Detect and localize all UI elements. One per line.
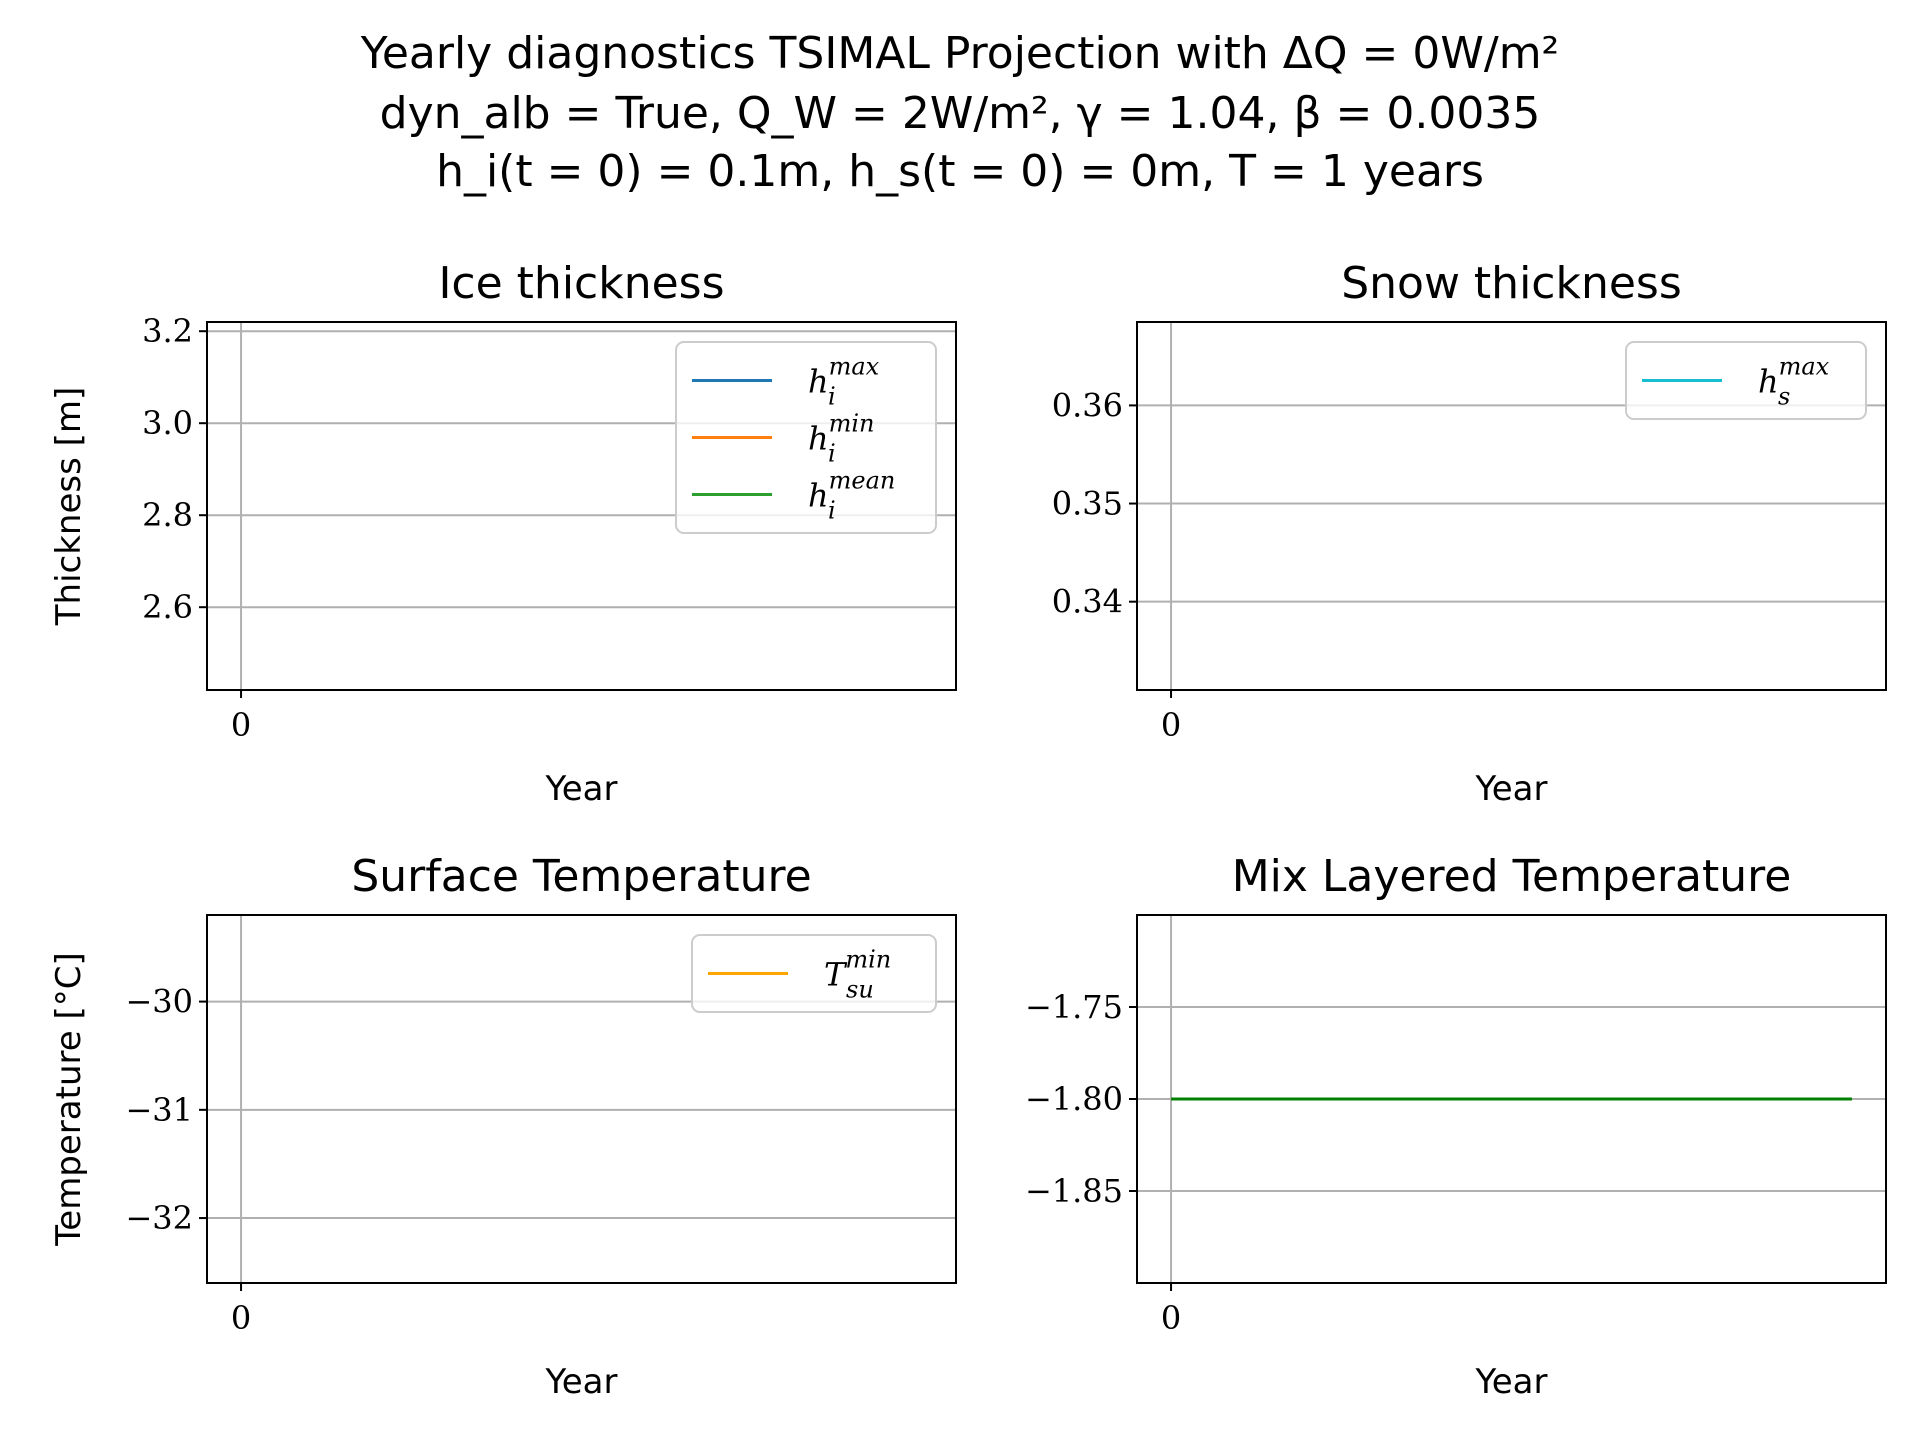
figure-title-line-1: Yearly diagnostics TSIMAL Projection wit…: [360, 28, 1559, 79]
legend-box: [691, 934, 937, 1013]
y-tick-label: −31: [125, 1091, 193, 1129]
y-tick-label: −1.75: [1025, 988, 1123, 1026]
y-tick-label: −32: [125, 1199, 193, 1237]
legend: hmax s: [1625, 341, 1867, 420]
snow-thickness-panel: 0.34 0.35 0.36 0 Snow thickness Year hmax s: [1052, 258, 1887, 809]
y-tick-label: −30: [125, 983, 193, 1021]
panel-title: Mix Layered Temperature: [1232, 851, 1792, 902]
legend-entry-min: Tmin su: [824, 946, 891, 1004]
y-tick-label: 0.35: [1052, 485, 1123, 523]
axes-frame: [206, 321, 957, 691]
legend-entry-min: hmin i: [808, 410, 875, 468]
panel-title: Ice thickness: [438, 258, 724, 309]
mix-layered-temperature-panel: −1.85 −1.80 −1.75 0 Mix Layered Temperature Y…: [1025, 851, 1887, 1402]
x-axis-label: Year: [1475, 769, 1548, 809]
panel-title: Snow thickness: [1341, 258, 1682, 309]
y-axis-label: Temperature [°C]: [49, 952, 89, 1246]
axes-frame: [1136, 321, 1887, 691]
y-tick-label: 0.34: [1052, 583, 1123, 621]
x-tick-label: 0: [1161, 706, 1181, 744]
figure-title-line-2: dyn_alb = True, Q_W = 2W/m², γ = 1.04, β…: [380, 88, 1541, 139]
legend: Tmin su: [691, 934, 937, 1013]
figure-title: Yearly diagnostics TSIMAL Projection wit…: [360, 28, 1559, 197]
ice-thickness-panel: 2.6 2.8 3.0 3.2 0 Ice thickness Year Thickness …: [49, 258, 957, 809]
x-axis-label: Year: [545, 769, 618, 809]
legend-entry-max: hmax s: [1758, 353, 1830, 411]
legend-box: [1625, 341, 1867, 420]
panel-title: Surface Temperature: [351, 851, 811, 902]
x-axis-label: Year: [545, 1362, 618, 1402]
legend-entry-mean: hmean i: [808, 467, 895, 525]
y-tick-label: 2.8: [142, 496, 193, 534]
y-tick-label: 3.0: [142, 404, 193, 442]
y-tick-label: −1.80: [1025, 1080, 1123, 1118]
legend-entry-max: hmax i: [808, 353, 880, 411]
x-tick-label: 0: [1161, 1299, 1181, 1337]
y-tick-label: 0.36: [1052, 386, 1123, 424]
y-tick-label: 3.2: [142, 312, 193, 350]
surface-temperature-panel: −32 −31 −30 0 Surface Temperature Year Tempera…: [49, 851, 957, 1402]
legend-box: [675, 341, 937, 534]
axes-frame: [206, 914, 957, 1284]
y-tick-label: −1.85: [1025, 1172, 1123, 1210]
y-tick-label: 2.6: [142, 588, 193, 626]
x-tick-label: 0: [231, 706, 251, 744]
x-tick-label: 0: [231, 1299, 251, 1337]
subplot-grid: 2.6 2.8 3.0 3.2 0 Ice thickness Year Thickness …: [49, 258, 1887, 1402]
x-axis-label: Year: [1475, 1362, 1548, 1402]
y-axis-label: Thickness [m]: [49, 387, 89, 627]
figure-title-line-3: h_i(t = 0) = 0.1m, h_s(t = 0) = 0m, T = …: [436, 146, 1484, 197]
